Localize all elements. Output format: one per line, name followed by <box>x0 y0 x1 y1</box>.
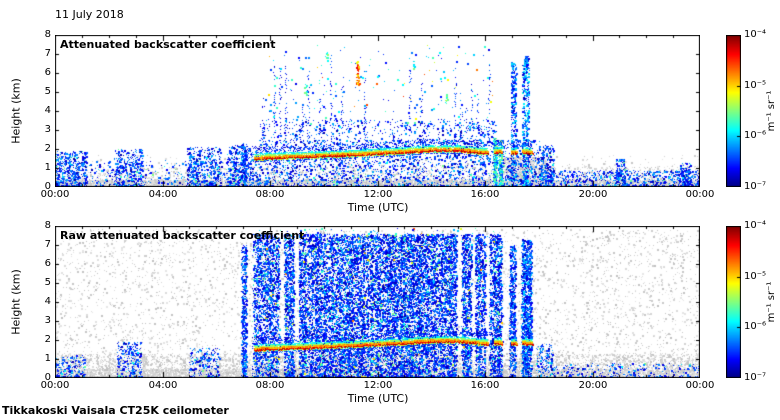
colorbar-tick-label: 10⁻⁴ <box>744 29 767 40</box>
y-tick-label: 5 <box>44 277 51 288</box>
y-tick-label: 2 <box>44 334 51 345</box>
y-tick-label: 7 <box>44 48 51 59</box>
y-tick-label: 0 <box>44 181 51 192</box>
colorbar-tick-label: 10⁻⁴ <box>744 220 767 231</box>
instrument-label: Tikkakoski Vaisala CT25K ceilometer <box>2 404 229 417</box>
x-tick-label: 16:00 <box>470 189 500 200</box>
y-tick-label: 7 <box>44 239 51 250</box>
y-tick-label: 1 <box>44 353 51 364</box>
x-axis-label-top: Time (UTC) <box>347 201 409 214</box>
date-label: 11 July 2018 <box>55 8 124 21</box>
panel-title-raw: Raw attenuated backscatter coefficient <box>60 229 305 242</box>
x-axis-label-bottom: Time (UTC) <box>347 392 409 405</box>
colorbar-unit-bottom: m⁻¹ sr⁻¹ <box>766 281 777 323</box>
y-tick-label: 6 <box>44 258 51 269</box>
raw-attenuated-backscatter-heatmap <box>55 226 700 378</box>
panel-title-attenuated: Attenuated backscatter coefficient <box>60 38 276 51</box>
x-tick-label: 00:00 <box>40 189 70 200</box>
y-tick-label: 4 <box>44 296 51 307</box>
x-tick-label: 12:00 <box>363 380 393 391</box>
x-tick-label: 04:00 <box>148 380 178 391</box>
x-tick-label: 12:00 <box>363 189 393 200</box>
x-tick-label: 08:00 <box>255 189 285 200</box>
y-axis-label-bottom: Height (km) <box>9 269 23 335</box>
y-tick-label: 0 <box>44 372 51 383</box>
x-tick-label: 00:00 <box>685 380 715 391</box>
attenuated-backscatter-heatmap <box>55 35 700 187</box>
colorbar-tick-label: 10⁻⁶ <box>744 130 767 141</box>
colorbar-tick-label: 10⁻⁵ <box>744 271 767 282</box>
y-tick-label: 1 <box>44 162 51 173</box>
colorbar-top <box>726 35 741 187</box>
y-tick-label: 3 <box>44 124 51 135</box>
x-tick-label: 08:00 <box>255 380 285 391</box>
x-tick-label: 04:00 <box>148 189 178 200</box>
x-tick-label: 20:00 <box>578 189 608 200</box>
colorbar-tick-label: 10⁻⁷ <box>744 372 767 383</box>
colorbar-tick-label: 10⁻⁷ <box>744 181 767 192</box>
y-tick-label: 4 <box>44 105 51 116</box>
colorbar-unit-top: m⁻¹ sr⁻¹ <box>766 90 777 132</box>
y-tick-label: 3 <box>44 315 51 326</box>
y-axis-label-top: Height (km) <box>9 78 23 144</box>
y-tick-label: 2 <box>44 143 51 154</box>
y-tick-label: 6 <box>44 67 51 78</box>
x-tick-label: 00:00 <box>685 189 715 200</box>
x-tick-label: 16:00 <box>470 380 500 391</box>
x-tick-label: 20:00 <box>578 380 608 391</box>
colorbar-tick-label: 10⁻⁵ <box>744 80 767 91</box>
y-tick-label: 8 <box>44 220 51 231</box>
x-tick-label: 00:00 <box>40 380 70 391</box>
y-tick-label: 5 <box>44 86 51 97</box>
colorbar-tick-label: 10⁻⁶ <box>744 321 767 332</box>
y-tick-label: 8 <box>44 29 51 40</box>
colorbar-bottom <box>726 226 741 378</box>
